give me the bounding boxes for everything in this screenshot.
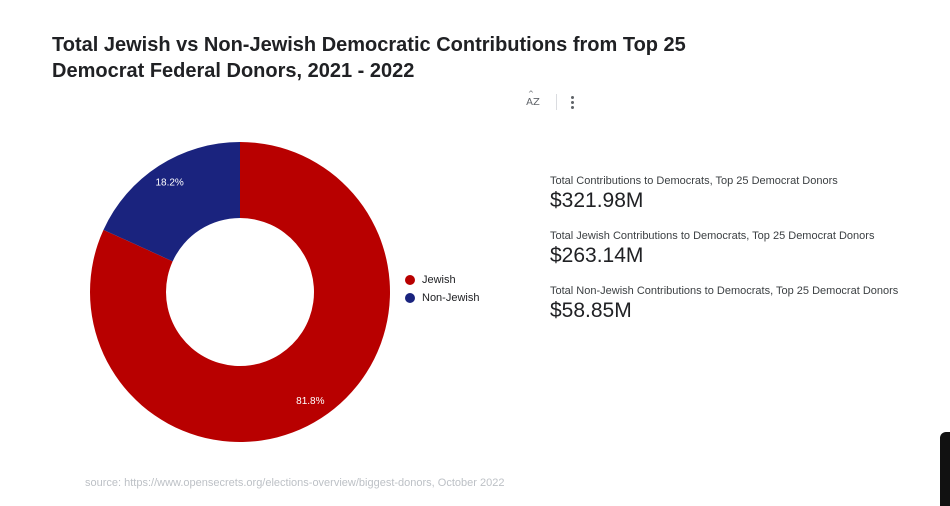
chart-title: Total Jewish vs Non-Jewish Democratic Co… (52, 34, 686, 82)
legend-label-non-jewish: Non-Jewish (422, 292, 480, 304)
source-note: source: https://www.opensecrets.org/elec… (85, 477, 505, 489)
legend-swatch-jewish (405, 275, 415, 285)
scorecard-jewish-value: $263.14M (550, 244, 644, 267)
chart-toolbar: ^ AZ (524, 89, 575, 112)
scorecard-jewish-label: Total Jewish Contributions to Democrats,… (550, 230, 875, 242)
scorecard-panel: Total Contributions to Democrats, Top 25… (550, 174, 945, 339)
slice-non-jewish[interactable] (103, 142, 240, 262)
legend-item-jewish[interactable]: Jewish (405, 271, 479, 289)
toolbar-divider (556, 94, 557, 110)
legend-item-non-jewish[interactable]: Non-Jewish (405, 289, 479, 307)
more-vert-icon[interactable] (569, 95, 575, 109)
slice-label-jewish: 81.8% (296, 396, 324, 407)
legend-swatch-non-jewish (405, 293, 415, 303)
scorecard-jewish: Total Jewish Contributions to Democrats,… (550, 229, 945, 269)
chart-legend: Jewish Non-Jewish (405, 271, 479, 307)
scorecard-total-value: $321.98M (550, 189, 644, 212)
edge-strip (940, 432, 950, 506)
slice-label-non-jewish: 18.2% (155, 177, 183, 188)
scorecard-non-jewish-value: $58.85M (550, 299, 632, 322)
scorecard-non-jewish-label: Total Non-Jewish Contributions to Democr… (550, 285, 899, 297)
donut-chart: 81.8% 18.2% (90, 142, 391, 442)
scorecard-total-label: Total Contributions to Democrats, Top 25… (550, 175, 838, 187)
sort-az-icon[interactable]: ^ AZ (526, 89, 540, 108)
scorecard-total: Total Contributions to Democrats, Top 25… (550, 174, 945, 214)
slice-jewish[interactable] (90, 142, 391, 442)
legend-label-jewish: Jewish (422, 274, 456, 286)
scorecard-non-jewish: Total Non-Jewish Contributions to Democr… (550, 284, 945, 324)
